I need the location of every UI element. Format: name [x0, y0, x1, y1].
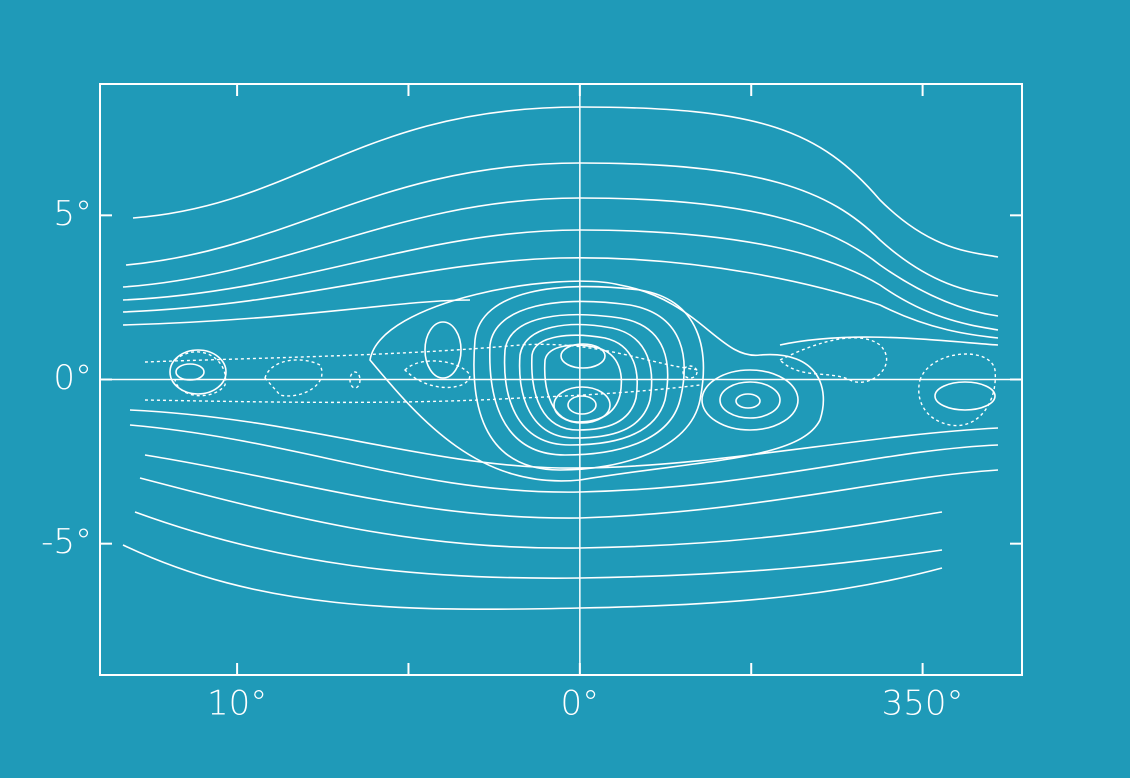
y-tick-label: 5° — [53, 194, 92, 234]
x-tick-label: 10° — [207, 684, 267, 724]
contours — [122, 106, 999, 611]
y-tick-label: -5° — [41, 522, 92, 562]
y-tick-label: 0° — [53, 358, 92, 398]
x-tick-label: 350° — [882, 684, 964, 724]
x-tick-label: 0° — [561, 684, 600, 724]
